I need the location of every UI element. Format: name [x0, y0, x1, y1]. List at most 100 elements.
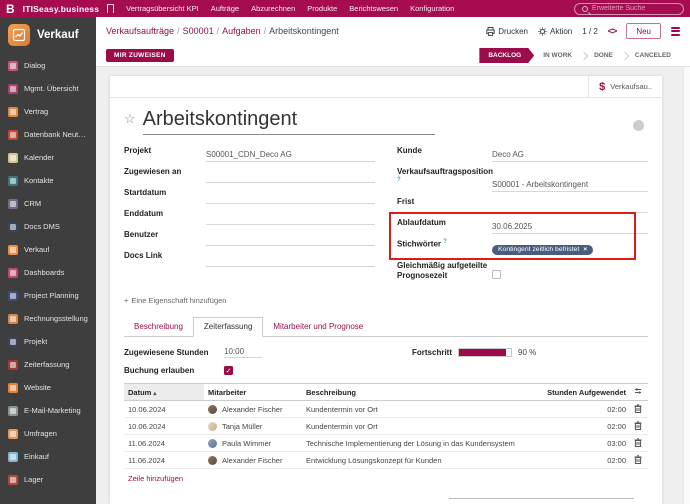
tab-beschreibung[interactable]: Beschreibung [134, 322, 183, 331]
help-icon[interactable]: ? [397, 177, 401, 183]
avatar [208, 404, 217, 414]
stichwoerter-input[interactable]: Kontingent zeitlich befristet × [492, 244, 648, 256]
sidebar-item-website[interactable]: Website [0, 376, 96, 399]
global-search-input[interactable]: Erweiterte Suche [574, 2, 684, 15]
favorite-star-icon[interactable]: ☆ [124, 111, 136, 126]
menu-berichtswesen[interactable]: Berichtswesen [349, 4, 399, 13]
sidebar-item-kalender[interactable]: Kalender [0, 146, 96, 169]
menu-auftraege[interactable]: Aufträge [210, 4, 240, 13]
column-header-beschreibung[interactable]: Beschreibung [302, 383, 542, 401]
menu-vertragsuebersicht[interactable]: Vertragsübersicht KPI [126, 4, 199, 13]
menu-abzurechnen[interactable]: Abzurechnen [251, 4, 296, 13]
stage-in-work[interactable]: IN WORK [543, 52, 573, 59]
delete-row-icon[interactable] [634, 420, 642, 432]
breadcrumb-s00001[interactable]: S00001 [182, 26, 214, 36]
sidebar-item-email-marketing[interactable]: E-Mail-Marketing [0, 399, 96, 422]
cell-date: 10.06.2024 [124, 400, 204, 418]
app-logo[interactable]: B [6, 1, 15, 16]
tab-zeiterfassung[interactable]: Zeiterfassung [192, 317, 264, 337]
menu-konfiguration[interactable]: Konfiguration [410, 4, 455, 13]
sidebar-item-datenbank[interactable]: Datenbank Neutralisie... [0, 123, 96, 146]
sidebar-item-crm[interactable]: CRM [0, 192, 96, 215]
column-header-stunden[interactable]: Stunden Aufgewendet [542, 383, 630, 401]
kunde-input[interactable]: Deco AG [492, 150, 648, 162]
sidebar-item-kontakte[interactable]: Kontakte [0, 169, 96, 192]
sidebar-item-dialog[interactable]: Dialog [0, 54, 96, 77]
pager-arrows[interactable]: <> [607, 26, 617, 36]
prognosezeit-checkbox[interactable] [492, 270, 501, 279]
einkauf-icon [8, 451, 18, 462]
sidebar-item-einkauf[interactable]: Einkauf [0, 445, 96, 468]
delete-row-icon[interactable] [634, 437, 642, 449]
sidebar-item-projekt[interactable]: Projekt [0, 330, 96, 353]
sidebar-app-header[interactable]: Verkauf [0, 17, 96, 54]
ablaufdatum-input[interactable]: 30.06.2025 [492, 222, 648, 234]
enddatum-input[interactable] [206, 213, 375, 225]
action-button[interactable]: Aktion [538, 27, 572, 36]
zugewiesen-an-input[interactable] [206, 171, 375, 183]
sidebar-app-label: Verkauf [37, 29, 79, 41]
sidebar-item-verkauf[interactable]: Verkauf [0, 238, 96, 261]
tab-mitarbeiter-und-prognose[interactable]: Mitarbeiter und Prognose [273, 322, 364, 331]
sidebar-item-zeiterfassung[interactable]: Zeiterfassung [0, 353, 96, 376]
frist-input[interactable] [492, 201, 648, 213]
docs-link-input[interactable] [206, 255, 375, 267]
website-icon [8, 382, 18, 393]
startdatum-input[interactable] [206, 192, 375, 204]
totals-block: Aufgewendete Stunden: 09:00 Verbleibende… [449, 498, 634, 504]
projekt-input[interactable]: S00001_CDN_Deco AG [206, 150, 375, 162]
delete-row-icon[interactable] [634, 403, 642, 415]
menu-produkte[interactable]: Produkte [307, 4, 338, 13]
table-row[interactable]: 11.06.2024 Paula Wimmer Technische Imple… [124, 434, 648, 452]
assign-to-me-button[interactable]: MIR ZUWEISEN [106, 49, 174, 62]
cell-date: 10.06.2024 [124, 417, 204, 435]
verkaufsauftragsposition-input[interactable]: S00001 - Arbeitskontingent [492, 180, 648, 192]
optional-columns-icon[interactable] [630, 383, 648, 401]
brand-name[interactable]: ITISeasy.business [22, 3, 100, 14]
breadcrumb-aufgaben[interactable]: Aufgaben [222, 26, 261, 36]
add-property-button[interactable]: + Eine Eigenschaft hinzufügen [124, 296, 227, 305]
menu-icon[interactable] [671, 26, 680, 36]
mgmt-uebersicht-icon [8, 83, 18, 94]
table-row[interactable]: 10.06.2024 Alexander Fischer Kundentermi… [124, 400, 648, 418]
stage-backlog[interactable]: BACKLOG [479, 48, 534, 63]
cell-hours: 03:00 [542, 434, 630, 452]
tag-remove-icon[interactable]: × [583, 246, 588, 253]
stage-done[interactable]: DONE [594, 52, 613, 59]
task-title[interactable]: Arbeitskontingent [142, 108, 435, 135]
new-button[interactable]: Neu [626, 23, 661, 39]
delete-row-icon[interactable] [634, 454, 642, 466]
sidebar-item-dashboards[interactable]: Dashboards [0, 261, 96, 284]
sidebar-item-lager[interactable]: Lager [0, 468, 96, 491]
sidebar-item-umfragen[interactable]: Umfragen [0, 422, 96, 445]
kontakte-icon [8, 175, 18, 186]
add-line-button[interactable]: Zeile hinzufügen [128, 474, 184, 483]
sidebar-item-vertrag[interactable]: Vertrag [0, 100, 96, 123]
print-button[interactable]: Drucken [486, 26, 528, 36]
breadcrumb-verkaufsauftraege[interactable]: Verkaufsaufträge [106, 26, 175, 36]
help-icon[interactable]: ? [443, 239, 447, 245]
column-header-datum[interactable]: Datum ▴ [124, 383, 204, 401]
zugewiesene-stunden-input[interactable]: 10:00 [224, 347, 262, 358]
bookmark-icon[interactable] [107, 4, 115, 16]
sidebar-item-project-planning[interactable]: Project Planning [0, 284, 96, 307]
plus-icon: + [124, 296, 129, 305]
sidebar-item-docs-dms[interactable]: Docs DMS [0, 215, 96, 238]
field-enddatum: Enddatum [124, 206, 375, 227]
sidebar-item-rechnungsstellung[interactable]: Rechnungsstellung [0, 307, 96, 330]
fortschritt-field: Fortschritt 90 % [412, 348, 537, 357]
buchung-erlauben-checkbox[interactable]: ✓ [224, 366, 233, 375]
table-row[interactable]: 11.06.2024 Alexander Fischer Entwicklung… [124, 451, 648, 469]
sidebar-item-mgmt-uebersicht[interactable]: Mgmt. Übersicht [0, 77, 96, 100]
activity-state-icon[interactable] [633, 120, 644, 131]
tag-kontingent-zeitlich-befristet[interactable]: Kontingent zeitlich befristet × [492, 244, 594, 255]
cell-date: 11.06.2024 [124, 451, 204, 469]
benutzer-input[interactable] [206, 234, 375, 246]
fields-right-column: Kunde Deco AG Verkaufsauftragsposition? … [389, 143, 648, 284]
column-header-mitarbeiter[interactable]: Mitarbeiter [204, 383, 302, 401]
scrollbar[interactable] [683, 67, 690, 504]
table-row[interactable]: 10.06.2024 Tanja Müller Kundentermin vor… [124, 417, 648, 435]
cell-employee: Alexander Fischer [222, 455, 283, 465]
sale-order-smart-button[interactable]: $ Verkaufsau.. [588, 76, 662, 97]
stage-canceled[interactable]: CANCELED [634, 52, 671, 59]
